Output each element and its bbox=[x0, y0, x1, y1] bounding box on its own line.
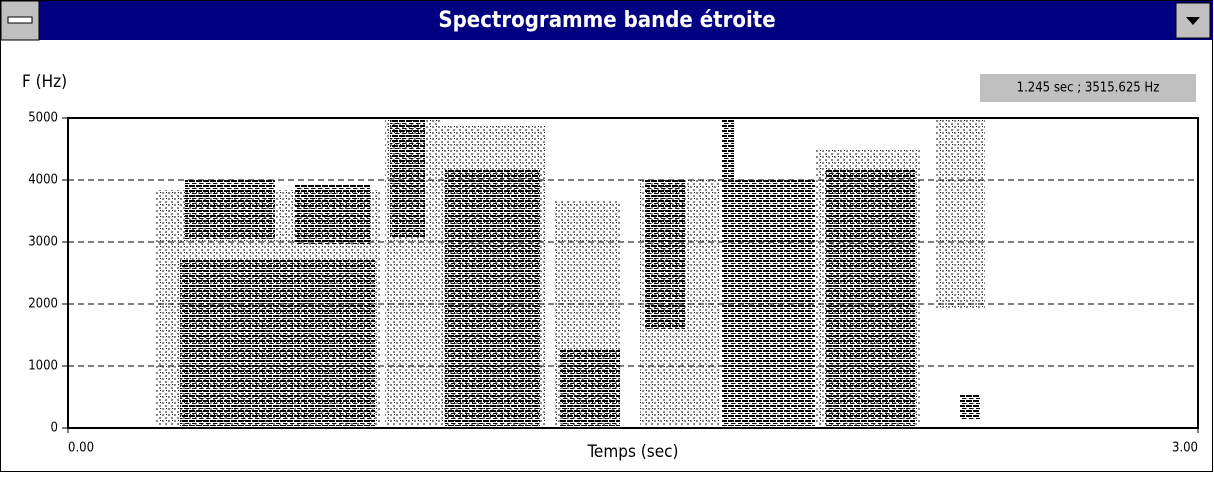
readout-box bbox=[980, 74, 1196, 102]
y-tick-label: 0 bbox=[51, 421, 58, 436]
spectrogram-image bbox=[155, 118, 985, 426]
y-tick-label: 5000 bbox=[28, 111, 58, 126]
minimize-button[interactable] bbox=[1175, 2, 1211, 39]
y-tick-label: 2000 bbox=[28, 297, 58, 312]
x-tick-label: 0.00 bbox=[68, 441, 94, 456]
y-tick-label: 4000 bbox=[28, 173, 58, 188]
system-menu-button[interactable] bbox=[0, 0, 40, 41]
title-bar bbox=[1, 1, 1213, 40]
x-tick-label: 3.00 bbox=[1172, 441, 1198, 456]
y-tick-label: 3000 bbox=[28, 235, 58, 250]
y-tick-label: 1000 bbox=[28, 359, 58, 374]
readout: 1.245 sec ; 3515.625 Hz bbox=[1017, 81, 1160, 96]
x-axis-label: Temps (sec) bbox=[586, 442, 678, 462]
y-axis-label: F (Hz) bbox=[22, 72, 67, 92]
window-title: Spectrogramme bande étroite bbox=[438, 8, 775, 33]
